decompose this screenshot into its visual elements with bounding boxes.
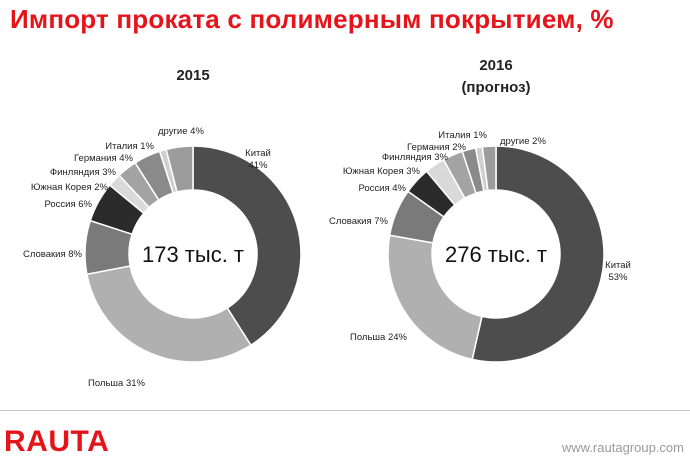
footer-url: www.rautagroup.com [561, 440, 684, 455]
chart-title: 2016 [479, 57, 512, 74]
slice-label-4: Россия 6% [44, 199, 92, 210]
footer-divider [0, 410, 690, 411]
slice-label-9: другие 2% [500, 136, 546, 147]
slice-label-3: Словакия 8% [23, 249, 83, 260]
chart-subtitle: (прогноз) [461, 79, 530, 96]
slice-label-9: другие 4% [158, 126, 204, 137]
center-total-label: 276 тыс. т [445, 242, 547, 267]
donut-slice-9 [165, 145, 194, 193]
page-title: Импорт проката с полимерным покрытием, % [10, 4, 614, 34]
slice-label-6: Финляндия 3% [382, 152, 449, 163]
slice-label-8: Италия 1% [105, 141, 154, 152]
donut-slice-2 [86, 265, 252, 363]
donut-slice-1 [471, 145, 605, 363]
slice-label-2: Польша 24% [350, 332, 408, 343]
slice-label-5: Южная Корея 3% [343, 166, 421, 177]
donut-slice-9 [481, 145, 497, 192]
slice-label-3: Словакия 7% [329, 216, 389, 227]
slice-label-7: Германия 2% [407, 142, 467, 153]
rauta-logo: RAUTA [4, 425, 110, 458]
slice-label-1: Китай 41% [245, 148, 271, 171]
slice-label-4: Россия 4% [358, 183, 406, 194]
donut-charts: 2015 Китай 41% Польша 31% Словакия 8% Россия … [23, 57, 631, 389]
slice-label-8: Италия 1% [438, 130, 487, 141]
slice-label-7: Германия 4% [74, 153, 134, 164]
slice-label-2: Польша 31% [88, 378, 146, 389]
center-total-label: 173 тыс. т [142, 242, 244, 267]
slice-label-1: Китай 53% [605, 260, 631, 283]
slice-label-5: Южная Корея 2% [31, 182, 109, 193]
slice-label-6: Финляндия 3% [50, 167, 117, 178]
donut-chart-2016: 2016 (прогноз) Китай 53% Польша 24% Словакия … [329, 57, 631, 363]
chart-title: 2015 [176, 67, 209, 84]
donut-chart-2015: 2015 Китай 41% Польша 31% Словакия 8% Россия … [23, 67, 302, 389]
donut-slice-1 [192, 145, 302, 347]
